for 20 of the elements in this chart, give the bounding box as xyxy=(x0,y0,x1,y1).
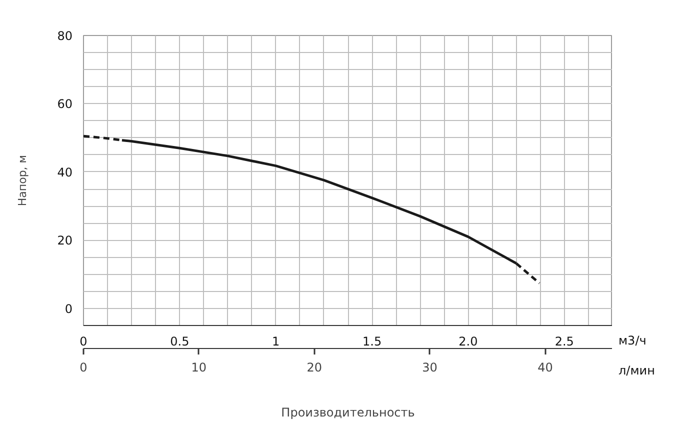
text: Производительность xyxy=(281,406,415,420)
y-tick-label: 60 xyxy=(57,97,73,112)
x2-tick-label: 0 xyxy=(80,360,88,374)
x2-tick-label: 40 xyxy=(538,360,553,374)
x2-tick-label: 20 xyxy=(306,360,322,374)
x2-axis-title: л/мин xyxy=(618,364,655,378)
y-tick-label: 80 xyxy=(57,29,73,43)
y-tick-label: 40 xyxy=(57,165,73,180)
y-tick-label: 0 xyxy=(64,302,73,316)
x2-tick-label: 10 xyxy=(191,360,207,374)
x-tick-label: 2.0 xyxy=(458,334,478,348)
x-tick-label: 0 xyxy=(80,334,88,348)
x2-tick-label: 30 xyxy=(422,360,438,374)
x-axis-title: м3/ч xyxy=(618,334,646,348)
y-tick-label: 20 xyxy=(57,234,73,248)
x-tick-label: 2.5 xyxy=(554,334,574,348)
x-tick-label: 0.5 xyxy=(170,334,190,348)
y-axis-title: Напор, м xyxy=(16,154,30,206)
x-tick-label: 1.5 xyxy=(362,334,382,348)
x-tick-label: 1 xyxy=(272,334,280,348)
